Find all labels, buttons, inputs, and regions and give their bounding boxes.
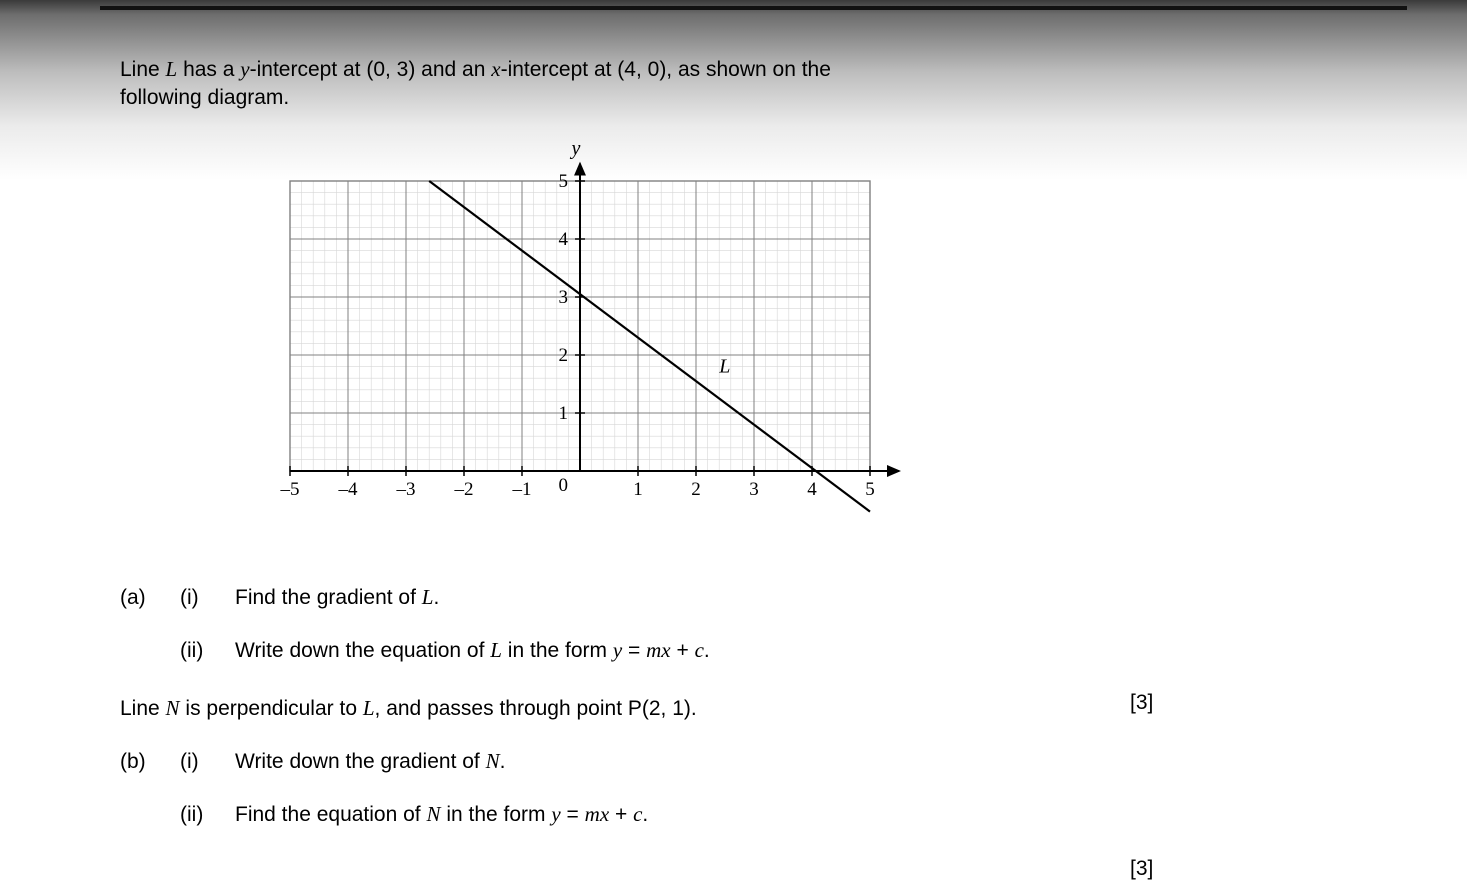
svg-text:5: 5 [559, 171, 569, 192]
svg-text:1: 1 [633, 479, 643, 500]
intro-text: Line L has a y-intercept at (0, 3) and a… [120, 55, 1080, 113]
line-n-intro: Line N is perpendicular to L, and passes… [120, 694, 1080, 723]
line-n-text: Line N is perpendicular to L, and passes… [120, 694, 1080, 723]
top-horizontal-rule [100, 6, 1407, 10]
svg-text:4: 4 [559, 229, 569, 250]
svg-text:–3: –3 [396, 479, 416, 500]
svg-text:–1: –1 [512, 479, 532, 500]
intro-part2: has a [177, 58, 240, 81]
sub-label-ii-b: (ii) [180, 801, 235, 829]
intro-y: y [240, 57, 249, 81]
svg-text:3: 3 [559, 287, 569, 308]
sub-label-i: (i) [180, 584, 235, 612]
svg-text:1: 1 [559, 403, 569, 424]
question-a-ii-row: (ii) Write down the equation of L in the… [120, 636, 1080, 665]
q-b-ii-mid: in the form [441, 803, 552, 826]
q-b-ii-pre: Find the equation of [235, 803, 426, 826]
intro-L: L [166, 57, 178, 81]
marks-b: [3] [1130, 855, 1190, 883]
q-b-i-end: . [500, 750, 506, 773]
question-content: Line L has a y-intercept at (0, 3) and a… [120, 55, 1080, 830]
q-a-ii-eq: = [622, 639, 646, 662]
svg-text:y: y [570, 137, 581, 159]
q-b-ii-end: . [642, 803, 648, 826]
intro-part4: -intercept at (4, 0), as shown on the [501, 58, 831, 81]
coordinate-graph: –5–4–3–2–112345123450xyL [270, 131, 910, 551]
question-b-i-text: Write down the gradient of N. [235, 747, 1080, 776]
mid-txt2: , and passes through point P(2, 1). [375, 697, 697, 720]
part-label-b: (b) [120, 748, 180, 776]
q-a-i-L: L [422, 585, 434, 609]
mid-N: N [166, 696, 180, 720]
q-a-ii-c: c [695, 638, 704, 662]
svg-text:4: 4 [807, 479, 817, 500]
part-label-a: (a) [120, 584, 180, 612]
intro-line2: following diagram. [120, 86, 289, 109]
sub-label-i-b: (i) [180, 748, 235, 776]
q-b-ii-plus: + [609, 803, 633, 826]
intro-part3: -intercept at (0, 3) and an [250, 58, 492, 81]
svg-text:–5: –5 [280, 479, 300, 500]
graph-container: –5–4–3–2–112345123450xyL [270, 131, 1080, 559]
question-b-i-row: (b) (i) Write down the gradient of N. [120, 747, 1080, 776]
q-a-i-end: . [433, 586, 439, 609]
q-a-ii-y: y [613, 638, 622, 662]
question-a-i-row: (a) (i) Find the gradient of L. [120, 583, 1080, 612]
q-b-ii-eq: = [561, 803, 585, 826]
intro-x: x [491, 57, 500, 81]
svg-text:5: 5 [865, 479, 875, 500]
q-a-ii-mx: mx [646, 638, 671, 662]
question-b-ii-text: Find the equation of N in the form y = m… [235, 800, 1080, 829]
svg-text:–4: –4 [338, 479, 359, 500]
svg-text:0: 0 [559, 475, 569, 496]
q-b-i-pre: Write down the gradient of [235, 750, 486, 773]
question-b-ii-row: (ii) Find the equation of N in the form … [120, 800, 1080, 829]
svg-text:2: 2 [559, 345, 569, 366]
q-a-ii-mid: in the form [502, 639, 613, 662]
sub-label-ii: (ii) [180, 637, 235, 665]
mid-txt: is perpendicular to [180, 697, 363, 720]
q-b-ii-mx: mx [585, 802, 610, 826]
question-a-ii-text: Write down the equation of L in the form… [235, 636, 1080, 665]
q-a-i-pre: Find the gradient of [235, 586, 422, 609]
marks-a: [3] [1130, 689, 1190, 717]
mid-L: L [363, 696, 375, 720]
mid-pre: Line [120, 697, 166, 720]
question-a-i-text: Find the gradient of L. [235, 583, 1080, 612]
svg-text:–2: –2 [454, 479, 474, 500]
svg-text:3: 3 [749, 479, 759, 500]
svg-text:2: 2 [691, 479, 701, 500]
svg-text:L: L [718, 355, 730, 377]
q-a-ii-pre: Write down the equation of [235, 639, 490, 662]
q-a-ii-plus: + [671, 639, 695, 662]
q-b-ii-N: N [426, 802, 440, 826]
q-b-ii-y: y [551, 802, 560, 826]
q-a-ii-end: . [704, 639, 710, 662]
q-b-i-N: N [486, 749, 500, 773]
q-a-ii-L: L [490, 638, 502, 662]
intro-part1: Line [120, 58, 166, 81]
